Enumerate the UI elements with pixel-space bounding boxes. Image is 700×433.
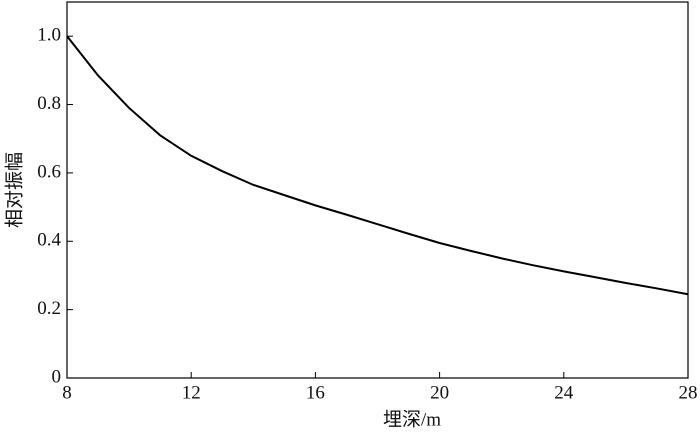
x-tick-label: 28 <box>679 382 698 403</box>
x-tick-label: 8 <box>62 382 72 403</box>
y-tick-label: 0.2 <box>37 298 61 319</box>
x-tick-label: 16 <box>306 382 325 403</box>
x-axis-label: 埋深/m <box>383 408 441 430</box>
x-tick-label: 20 <box>430 382 449 403</box>
y-tick-label: 1.0 <box>37 25 61 46</box>
x-tick-label: 24 <box>554 382 574 403</box>
y-tick-label: 0 <box>52 366 62 387</box>
plot-frame <box>66 1 689 379</box>
y-axis-label: 相对振幅 <box>3 152 25 228</box>
y-tick-label: 0.6 <box>37 161 61 182</box>
line-series <box>66 35 689 296</box>
x-tick-label: 12 <box>182 382 201 403</box>
y-tick-label: 0.4 <box>37 230 61 251</box>
y-tick-label: 0.8 <box>37 93 61 114</box>
